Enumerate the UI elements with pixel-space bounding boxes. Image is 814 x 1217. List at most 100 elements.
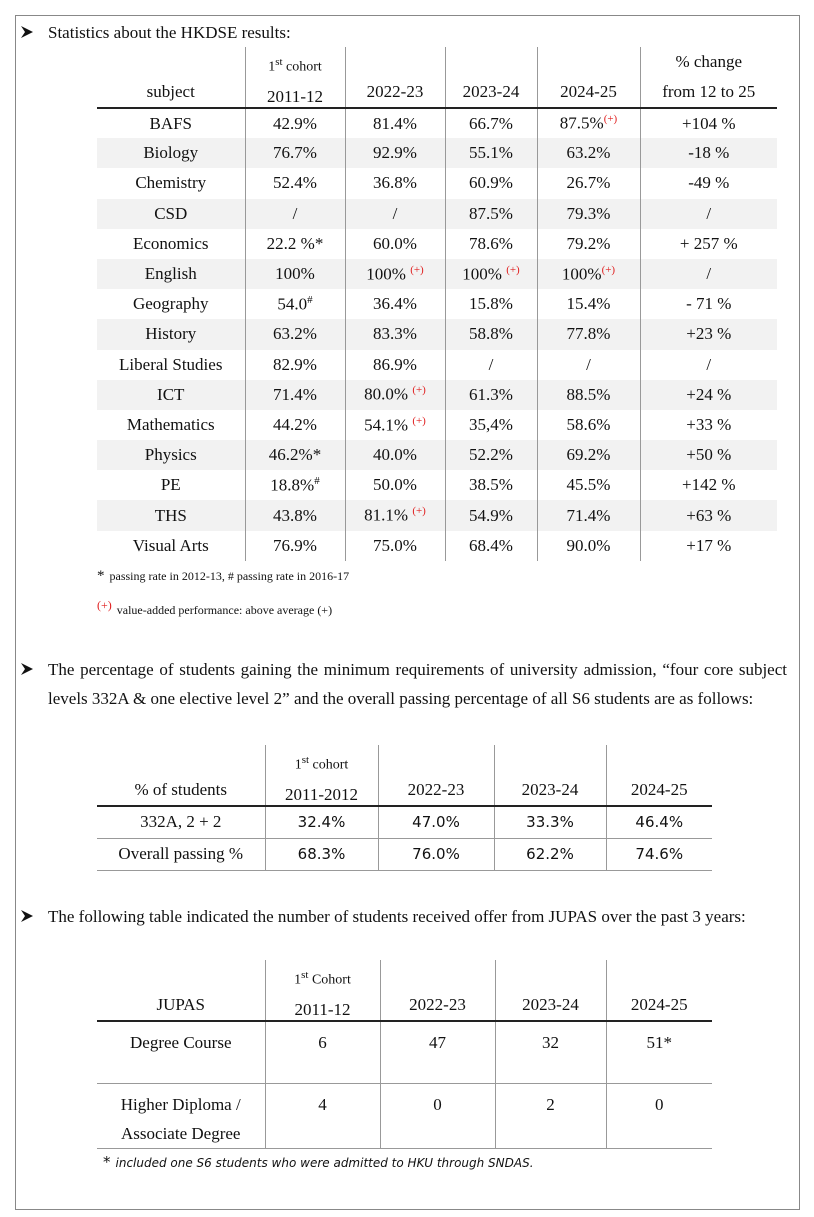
table-cell: 38.5% <box>444 470 537 501</box>
cell-text: / <box>706 354 712 374</box>
cell-text: 82.9% <box>273 354 317 374</box>
row-label: PE <box>97 470 245 500</box>
table-cell: 61.3% <box>444 379 537 410</box>
header-bottom: 2011-12 <box>246 82 345 112</box>
cell-text: 2024-25 <box>560 82 617 101</box>
superscript: st <box>301 754 310 766</box>
table-row: Higher Diploma / Associate Degree 4 0 2 0 <box>97 1083 712 1149</box>
table-cell: +142 % <box>639 470 777 501</box>
cell-text: 54.1% <box>364 415 413 435</box>
table-cell: 32.4% <box>264 806 378 839</box>
table-cell: 92.9% <box>344 138 445 169</box>
cell-text: 100% <box>366 264 411 284</box>
row-label: Liberal Studies <box>97 350 245 380</box>
superscript: st <box>301 969 309 981</box>
table-cell: 0 <box>605 1083 712 1149</box>
cell-text: 2022-23 <box>409 995 466 1014</box>
table-cell: 60.0% <box>344 228 445 259</box>
heading-text: Statistics about the HKDSE results: <box>48 23 291 42</box>
cell-text: -49 % <box>688 173 730 193</box>
table-cell: -18 % <box>639 138 777 169</box>
table-cell: 40.0% <box>344 440 445 471</box>
table-cell: 58.6% <box>536 409 640 441</box>
cell-text: 0 <box>655 1094 664 1114</box>
cell-text: / <box>706 203 712 223</box>
heading-text: The percentage of students gaining the m… <box>48 660 787 708</box>
table-cell: 68.4% <box>444 530 537 561</box>
bullet-icon <box>21 663 33 675</box>
table-cell: 79.3% <box>536 198 640 229</box>
table-row: THS 43.8% 81.1% (+) 54.9% 71.4% +63 % <box>97 500 777 531</box>
table-cell: / <box>536 349 640 380</box>
cell-text: 63.2% <box>566 143 611 163</box>
cell-text: 92.9% <box>373 143 417 163</box>
table-cell: -49 % <box>639 168 777 199</box>
cell-text: 2011-12 <box>294 999 351 1019</box>
table-cell: +23 % <box>639 319 777 350</box>
table-row: English 100% 100% (+) 100% (+) 100%(+) / <box>97 258 777 290</box>
table-cell: 82.9% <box>244 349 345 380</box>
superscript: # <box>314 475 320 488</box>
row-label: Geography <box>97 289 245 319</box>
header-row: JUPAS 1st Cohort 2011-12 2022-23 2023-24 2024… <box>97 960 712 1022</box>
table-cell: 54.9% <box>444 500 537 531</box>
table-body: BAFS 42.9% 81.4% 66.7% 87.5%(+) +104 % Biology… <box>97 108 777 561</box>
section-heading: The following table indicated the number… <box>20 902 787 931</box>
table-row: Visual Arts 76.9% 75.0% 68.4% 90.0% +17 % <box>97 530 777 561</box>
header-bottom: 2024-25 <box>538 77 640 107</box>
cell-text: 46.2%* <box>268 445 322 465</box>
header-bottom: 2023-24 <box>495 775 606 805</box>
cell-text: 1 <box>294 757 302 773</box>
cell-text: % of students <box>134 780 228 799</box>
table-cell: 36.8% <box>344 168 445 199</box>
table-cell: 36.4% <box>344 289 445 320</box>
row-label: Degree Course <box>97 1021 265 1084</box>
table-row: Overall passing % 68.3% 76.0% 62.2% 74.6% <box>97 838 712 871</box>
table-cell: 87.5% <box>444 198 537 229</box>
results-table: subject 1st cohort 2011-12 2022-23 2023-24 20… <box>97 47 777 561</box>
cell-text: 2 <box>546 1094 555 1114</box>
table-cell: - 71 % <box>639 289 777 320</box>
table-cell: 32 <box>494 1021 606 1084</box>
cell-text: 2024-25 <box>630 780 688 799</box>
header-bottom: 2022-23 <box>346 77 445 107</box>
cell-text: 35,4% <box>469 414 513 434</box>
table-cell: 79.2% <box>536 228 640 259</box>
header-cell: 1st cohort 2011-12 <box>244 47 345 109</box>
table-cell: 22.2 %* <box>244 228 345 259</box>
cell-text: subject <box>146 82 195 101</box>
cell-text: 55.1% <box>469 143 513 163</box>
cell-text: 15.8% <box>469 294 513 314</box>
table-cell: / <box>444 349 537 380</box>
table-cell: 52.4% <box>244 168 345 199</box>
header-bottom: 2023-24 <box>446 77 537 107</box>
table-cell: 74.6% <box>605 838 712 871</box>
table-cell: / <box>639 349 777 380</box>
table-row: ICT 71.4% 80.0% (+) 61.3% 88.5% +24 % <box>97 379 777 410</box>
cell-text: Biology <box>143 143 199 163</box>
note-symbol: * <box>97 568 105 584</box>
header-cell: 2023-24 <box>444 47 537 109</box>
table-cell: 76.9% <box>244 530 345 561</box>
table-cell: +50 % <box>639 440 777 471</box>
cell-text: 38.5% <box>469 475 513 495</box>
table-row: Economics 22.2 %* 60.0% 78.6% 79.2% + 257 % <box>97 228 777 259</box>
cell-text: 66.7% <box>469 113 513 133</box>
cell-text: 87.5% <box>469 203 513 223</box>
cell-text: 46.4% <box>635 813 684 832</box>
cell-text: English <box>144 264 197 284</box>
cell-text: 15.4% <box>566 294 611 314</box>
cell-text: 86.9% <box>373 354 417 374</box>
cell-text: +33 % <box>686 414 732 434</box>
row-label: CSD <box>97 198 245 229</box>
header-stack: 2024-25 <box>607 746 713 805</box>
header-bottom: JUPAS <box>97 990 265 1020</box>
cell-text: 78.6% <box>469 233 513 253</box>
row-label: THS <box>97 500 245 531</box>
table-cell: 76.0% <box>377 838 494 871</box>
cell-text: 52.4% <box>273 173 317 193</box>
cell-text: BAFS <box>149 113 193 133</box>
table-cell: 100% <box>244 258 345 290</box>
table-cell: 15.8% <box>444 289 537 320</box>
